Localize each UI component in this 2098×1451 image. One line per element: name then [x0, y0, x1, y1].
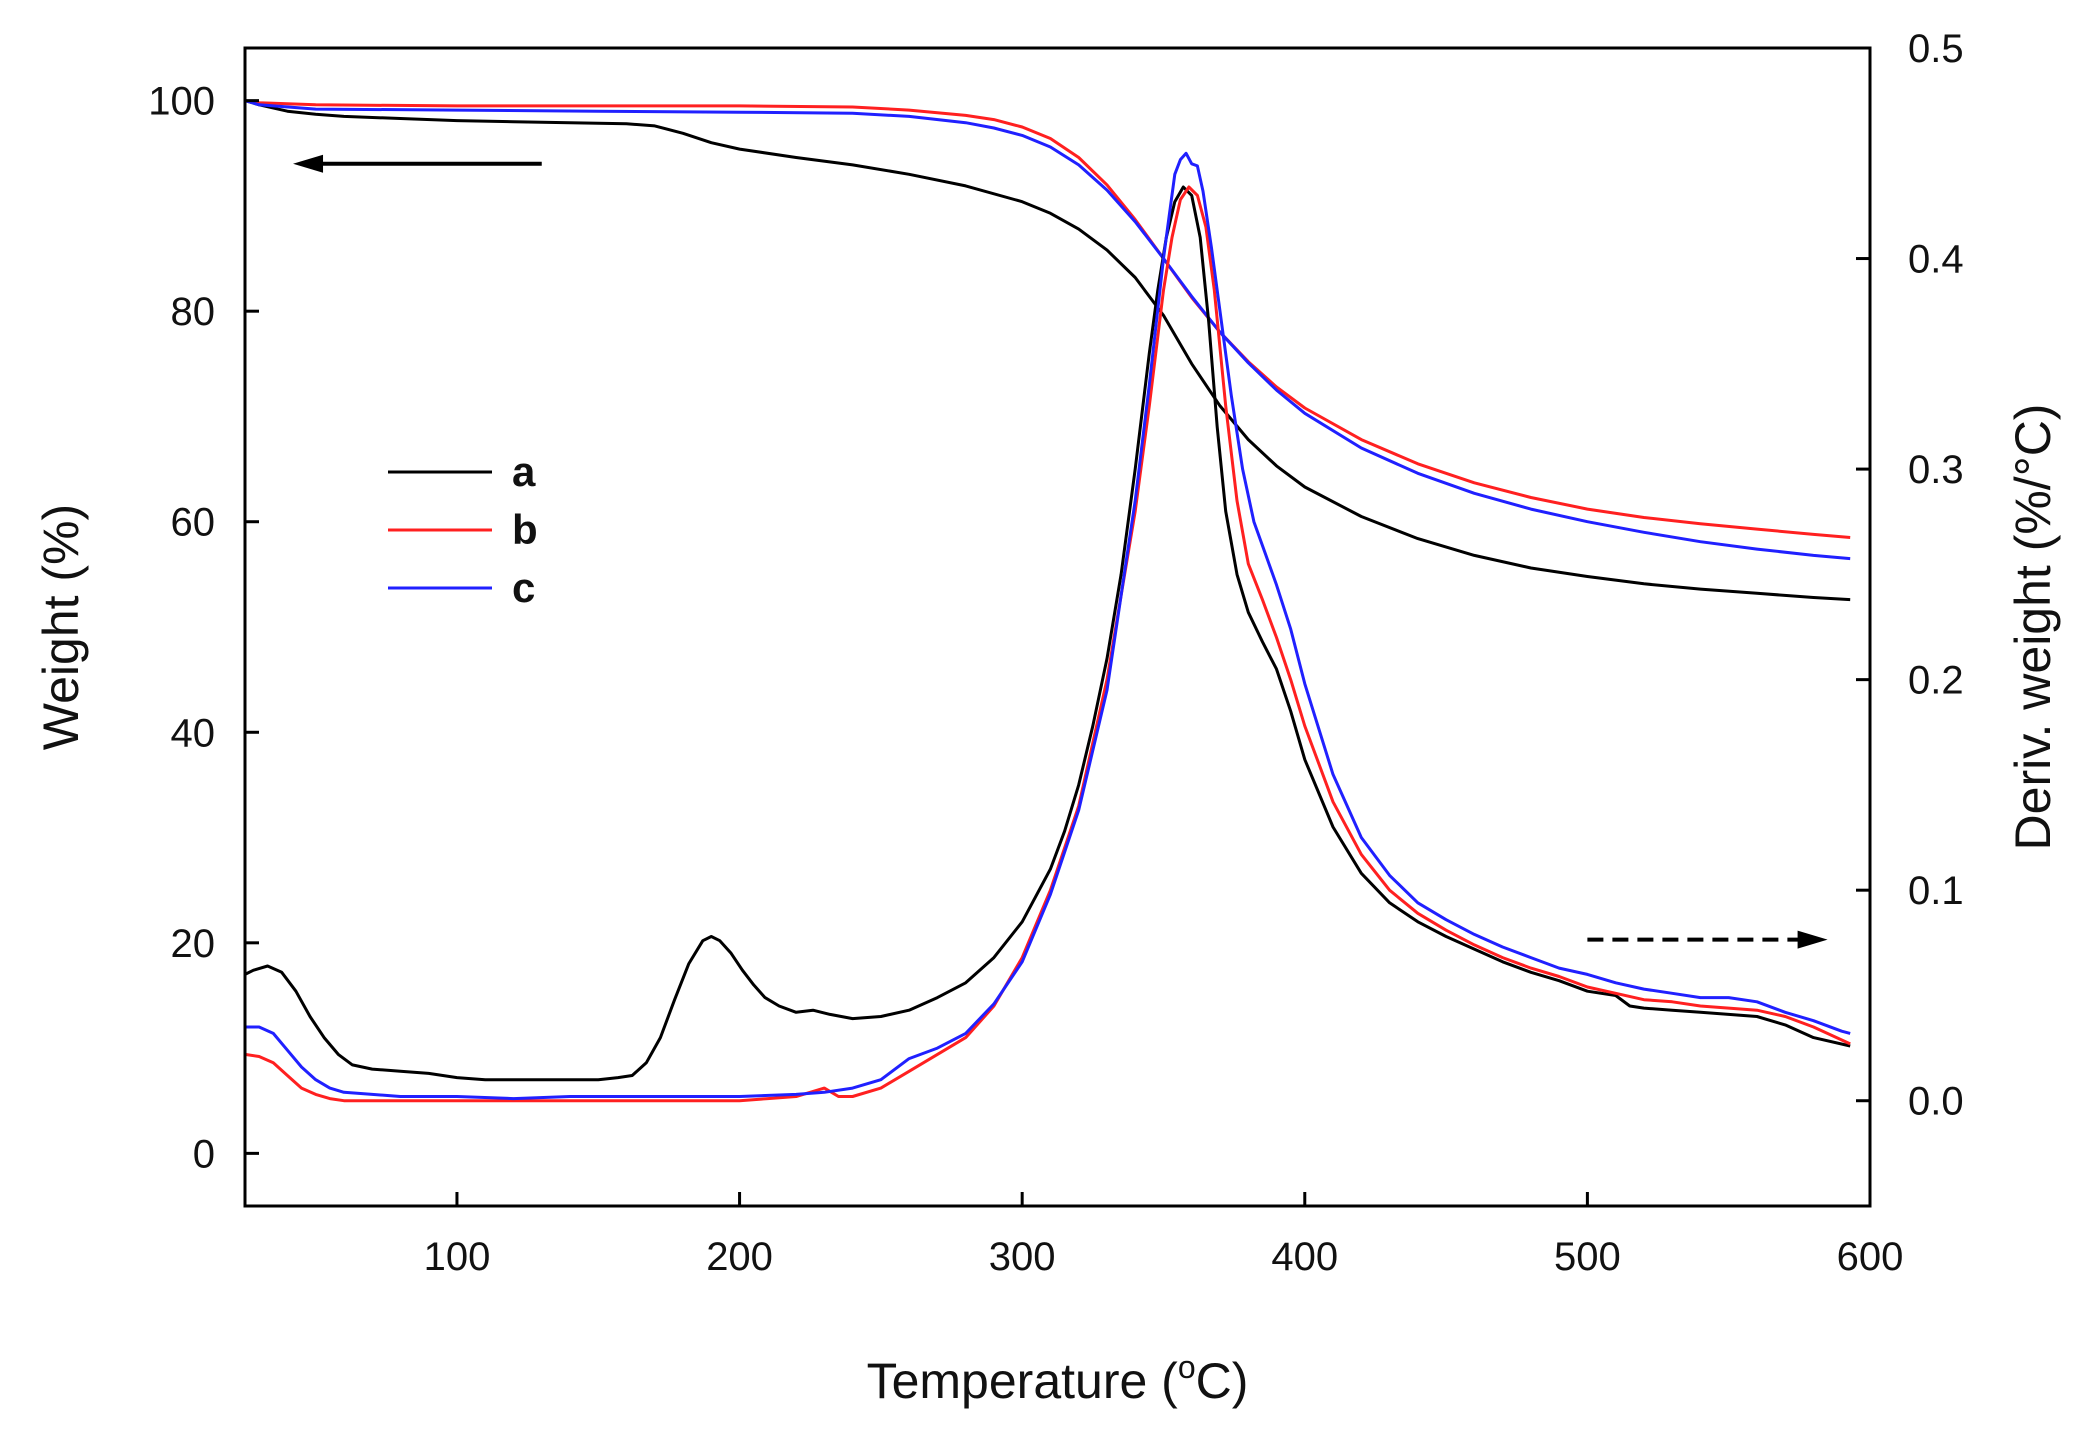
x-tick-label: 400: [1271, 1235, 1338, 1279]
legend: abc: [388, 448, 538, 611]
y-tick-label: 20: [171, 922, 216, 966]
plot-frame: [243, 46, 1872, 1208]
x-axis-title: Temperature (oC): [867, 1349, 1249, 1409]
y-axis-title: Weight (%): [33, 504, 89, 750]
annotation-arrow-left-head: [293, 154, 324, 173]
y-tick-label: 40: [171, 711, 216, 755]
series-line-c-weight: [244, 99, 1851, 561]
y-tick-label: 100: [148, 80, 215, 124]
x-tick-label: 600: [1837, 1235, 1904, 1279]
annotation-arrow-right-head: [1797, 930, 1828, 949]
x-tick-label: 200: [706, 1235, 773, 1279]
y-tick-label: 60: [171, 501, 216, 545]
x-tick-label: 500: [1554, 1235, 1621, 1279]
y2-tick-label: 0.2: [1908, 659, 1964, 703]
series-line-a-weight: [244, 99, 1851, 602]
x-axis-title-main: Temperature (: [867, 1353, 1179, 1409]
x-tick-label: 100: [424, 1235, 491, 1279]
x-axis-title-tail: C): [1196, 1353, 1249, 1409]
series-line-c-derivative: [245, 151, 1851, 1101]
y-tick-label: 0: [193, 1132, 215, 1176]
y2-tick-label: 0.5: [1908, 27, 1964, 71]
curves-layer: [244, 99, 1851, 1103]
y2-tick-label: 0.0: [1908, 1080, 1964, 1124]
series-line-a-derivative: [244, 185, 1851, 1082]
x-axis-title-superscript: o: [1178, 1349, 1196, 1385]
annotations-layer: [293, 154, 1828, 949]
y2-tick-label: 0.4: [1908, 238, 1964, 282]
x-tick-label: 300: [989, 1235, 1056, 1279]
legend-label-c: c: [512, 564, 535, 611]
legend-label-b: b: [512, 506, 538, 553]
y2-tick-label: 0.3: [1908, 448, 1964, 492]
ticks-layer: 100 200 300 400 500 600 0 20 40 60 80 100 0.0 0.1 0.2 0…: [148, 27, 1963, 1279]
legend-label-a: a: [512, 448, 536, 495]
y2-axis-title: Deriv. weight (%/°C): [2005, 404, 2061, 851]
series-line-b-derivative: [244, 185, 1851, 1103]
y2-tick-label: 0.1: [1908, 869, 1964, 913]
y-tick-label: 80: [171, 290, 216, 334]
